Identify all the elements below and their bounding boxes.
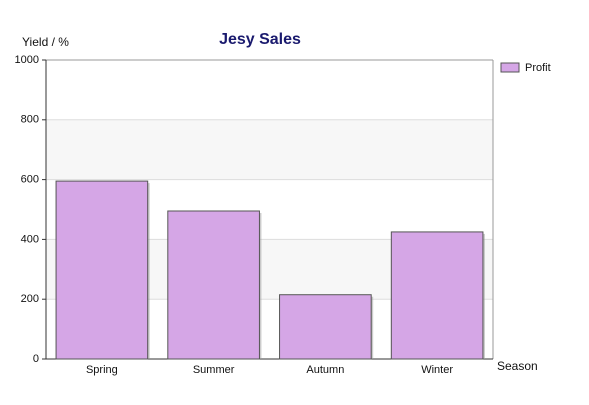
bar	[279, 294, 372, 360]
y-axis-label: Yield / %	[22, 35, 69, 49]
x-axis-label: Season	[497, 359, 538, 373]
x-tick-label: Summer	[193, 364, 235, 376]
plot-band	[46, 119, 493, 180]
y-tick-label: 0	[33, 353, 39, 365]
x-tick-label: Winter	[421, 364, 453, 376]
x-tick-label: Autumn	[306, 364, 344, 376]
chart-title: Jesy Sales	[219, 31, 301, 48]
legend-label: Profit	[525, 62, 551, 74]
y-tick-label: 800	[21, 114, 39, 126]
y-tick-label: 200	[21, 293, 39, 305]
bar	[55, 180, 149, 360]
y-tick-label: 600	[21, 174, 39, 186]
legend-swatch	[500, 62, 520, 73]
bar	[390, 231, 484, 360]
bar	[167, 210, 260, 360]
x-tick-label: Spring	[86, 364, 118, 376]
y-tick-label: 400	[21, 233, 39, 245]
y-tick-label: 1000	[15, 54, 39, 66]
